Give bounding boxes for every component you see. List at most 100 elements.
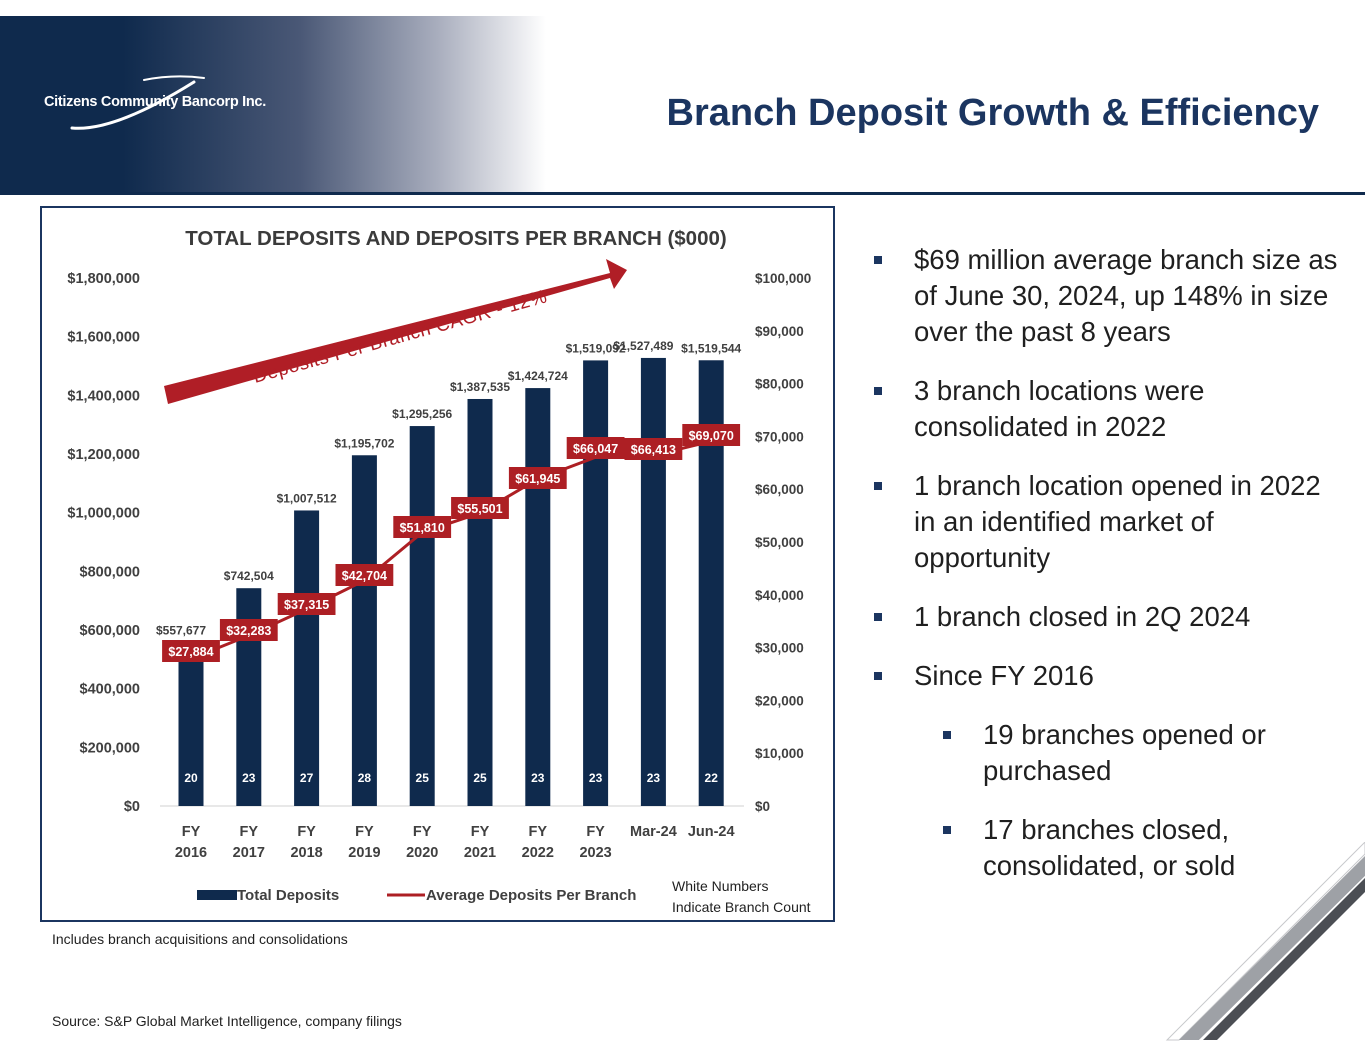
deposit-bar: [525, 388, 551, 806]
line-value-label: $32,283: [226, 624, 271, 638]
legend-bar-swatch: [197, 890, 237, 900]
bullet-text: 1 branch location opened in 2022 in an i…: [914, 470, 1321, 573]
branch-count-note: Indicate Branch Count: [672, 899, 811, 915]
page-title: Branch Deposit Growth & Efficiency: [666, 92, 1319, 134]
bullet-item: 3 branch locations were consolidated in …: [872, 373, 1342, 445]
left-axis-tick-label: $1,600,000: [67, 330, 140, 346]
deposit-bar: [351, 455, 377, 806]
deposit-bar: [409, 426, 435, 806]
branch-count-label: 27: [300, 771, 314, 785]
bullet-square-icon: [943, 731, 951, 739]
left-axis-tick-label: $1,200,000: [67, 447, 140, 463]
branch-count-label: 28: [358, 771, 372, 785]
bar-value-label: $1,424,724: [508, 369, 568, 383]
line-value-label: $37,315: [284, 598, 329, 612]
chart-title: TOTAL DEPOSITS AND DEPOSITS PER BRANCH (…: [185, 227, 726, 250]
bullet-item: Since FY 2016: [872, 658, 1342, 694]
line-value-label-box: [277, 593, 336, 615]
corner-decoration: [1165, 842, 1365, 1055]
bullet-square-icon: [943, 826, 951, 834]
deposit-bar: [294, 510, 320, 806]
branch-count-label: 23: [242, 771, 256, 785]
bar-value-label: $1,295,256: [392, 407, 452, 421]
legend-label: Total Deposits: [237, 887, 339, 904]
right-axis-tick-label: $100,000: [755, 271, 811, 286]
deposit-bar: [640, 357, 666, 806]
category-label: Jun-24: [688, 824, 735, 840]
bar-value-label: $1,519,544: [681, 341, 741, 355]
line-value-label: $51,810: [400, 521, 445, 535]
branch-count-label: 23: [589, 771, 603, 785]
right-axis-tick-label: $70,000: [755, 429, 804, 444]
line-value-label: $61,945: [515, 472, 560, 486]
line-value-label-box: [451, 497, 509, 519]
branch-count-label: 25: [473, 771, 487, 785]
legend-label: Average Deposits Per Branch: [426, 887, 636, 904]
category-label: FY: [413, 824, 432, 840]
company-logo: Citizens Community Bancorp Inc.: [44, 74, 284, 134]
bullet-item: $69 million average branch size as of Ju…: [872, 242, 1342, 350]
bar-value-label: $1,007,512: [277, 491, 337, 505]
footnote: Includes branch acquisitions and consoli…: [52, 931, 348, 947]
branch-count-label: 23: [647, 771, 661, 785]
line-value-label-box: [335, 564, 394, 586]
sub-bullet-item: 17 branches closed, consolidated, or sol…: [941, 812, 1342, 884]
left-axis-tick-label: $1,000,000: [67, 506, 140, 522]
logo-swoosh-icon: [70, 75, 205, 130]
right-axis-tick-label: $0: [755, 799, 770, 814]
right-axis-tick-label: $40,000: [755, 588, 804, 603]
line-value-label-box: [393, 516, 452, 538]
bullet-item: 1 branch location opened in 2022 in an i…: [872, 468, 1342, 576]
source-note: Source: S&P Global Market Intelligence, …: [52, 1013, 402, 1029]
sub-bullet-item: 19 branches opened or purchased: [941, 717, 1342, 789]
left-axis-tick-label: $200,000: [80, 740, 140, 756]
category-label: FY: [355, 824, 374, 840]
bullet-square-icon: [874, 387, 882, 395]
line-value-label: $27,884: [168, 645, 213, 659]
deposit-bar: [178, 642, 204, 806]
bar-value-label: $742,504: [224, 569, 274, 583]
chart-panel: TOTAL DEPOSITS AND DEPOSITS PER BRANCH (…: [40, 206, 835, 922]
category-label: 2016: [175, 845, 207, 861]
line-value-label-box: [162, 640, 220, 662]
category-label: 2023: [579, 845, 611, 861]
branch-count-label: 23: [531, 771, 545, 785]
left-axis-tick-label: $1,800,000: [67, 271, 140, 287]
branch-count-label: 22: [705, 771, 719, 785]
category-label: FY: [182, 824, 201, 840]
bar-value-label: $1,387,535: [450, 380, 510, 394]
bullet-square-icon: [874, 256, 882, 264]
bullet-item: 1 branch closed in 2Q 2024: [872, 599, 1342, 635]
category-label: FY: [471, 824, 490, 840]
line-value-label: $42,704: [342, 569, 387, 583]
right-axis-tick-label: $60,000: [755, 482, 804, 497]
bullet-text: $69 million average branch size as of Ju…: [914, 244, 1338, 347]
bullet-list: $69 million average branch size as of Ju…: [872, 242, 1342, 907]
bullet-text: 3 branch locations were consolidated in …: [914, 375, 1205, 442]
cagr-arrow-label: Deposits Per Branch CAGR - 12%: [251, 286, 550, 388]
right-axis-tick-label: $80,000: [755, 377, 804, 392]
line-value-label: $66,047: [573, 442, 618, 456]
header-rule: [0, 192, 1365, 195]
right-axis-tick-label: $30,000: [755, 641, 804, 656]
right-axis-tick-label: $20,000: [755, 693, 804, 708]
line-value-label-box: [566, 437, 625, 459]
header-band: [0, 16, 1365, 194]
category-label: Mar-24: [630, 824, 677, 840]
cagr-arrow: [164, 259, 627, 404]
branch-count-label: 20: [184, 771, 198, 785]
right-axis-tick-label: $10,000: [755, 746, 804, 761]
left-axis-tick-label: $0: [124, 799, 140, 815]
bar-value-label: $1,195,702: [334, 436, 394, 450]
category-label: 2022: [522, 845, 554, 861]
category-label: FY: [529, 824, 548, 840]
right-axis-tick-label: $90,000: [755, 324, 804, 339]
bullet-square-icon: [874, 482, 882, 490]
deposit-bar: [467, 398, 493, 806]
deposit-bar: [583, 360, 609, 806]
left-axis-tick-label: $1,400,000: [67, 388, 140, 404]
left-axis-tick-label: $400,000: [80, 682, 140, 698]
left-axis-tick-label: $800,000: [80, 564, 140, 580]
bar-value-label: $1,527,489: [613, 339, 673, 353]
combo-chart: TOTAL DEPOSITS AND DEPOSITS PER BRANCH (…: [67, 227, 811, 915]
